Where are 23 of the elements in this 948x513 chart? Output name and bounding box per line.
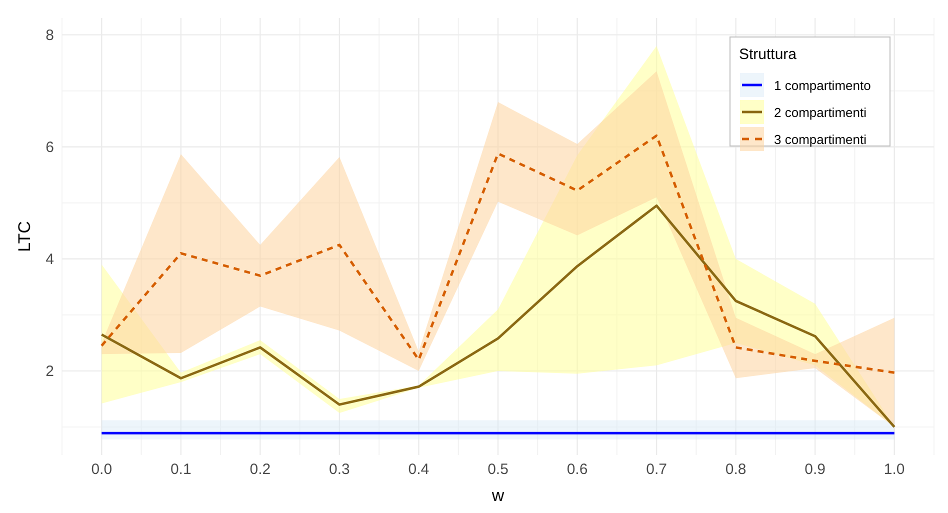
legend-label: 1 compartimento — [774, 78, 871, 93]
x-tick-label: 0.2 — [250, 461, 271, 478]
x-tick-label: 0.3 — [329, 461, 350, 478]
x-tick-label: 0.7 — [646, 461, 667, 478]
x-tick-label: 0.5 — [488, 461, 508, 478]
y-tick-label: 2 — [46, 362, 54, 380]
legend-title: Struttura — [739, 46, 798, 63]
x-tick-label: 0.0 — [91, 461, 112, 478]
y-tick-label: 4 — [46, 250, 54, 268]
x-tick-label: 0.6 — [566, 461, 588, 478]
line-series — [100, 204, 896, 428]
x-tick-label: 0.9 — [804, 461, 826, 478]
y-tick-label: 8 — [46, 26, 54, 44]
x-tick-label: 1.0 — [884, 461, 905, 478]
y-axis-title: LTC — [15, 221, 34, 252]
line-series — [100, 134, 896, 374]
legend-label: 2 compartimenti — [774, 105, 867, 120]
y-tick-label: 6 — [46, 138, 54, 156]
x-tick-label: 0.8 — [725, 461, 746, 478]
x-tick-label: 0.1 — [170, 461, 192, 478]
x-tick-label: 0.4 — [408, 461, 430, 478]
legend-label: 3 compartimenti — [774, 132, 867, 147]
x-axis-title: w — [490, 486, 505, 505]
